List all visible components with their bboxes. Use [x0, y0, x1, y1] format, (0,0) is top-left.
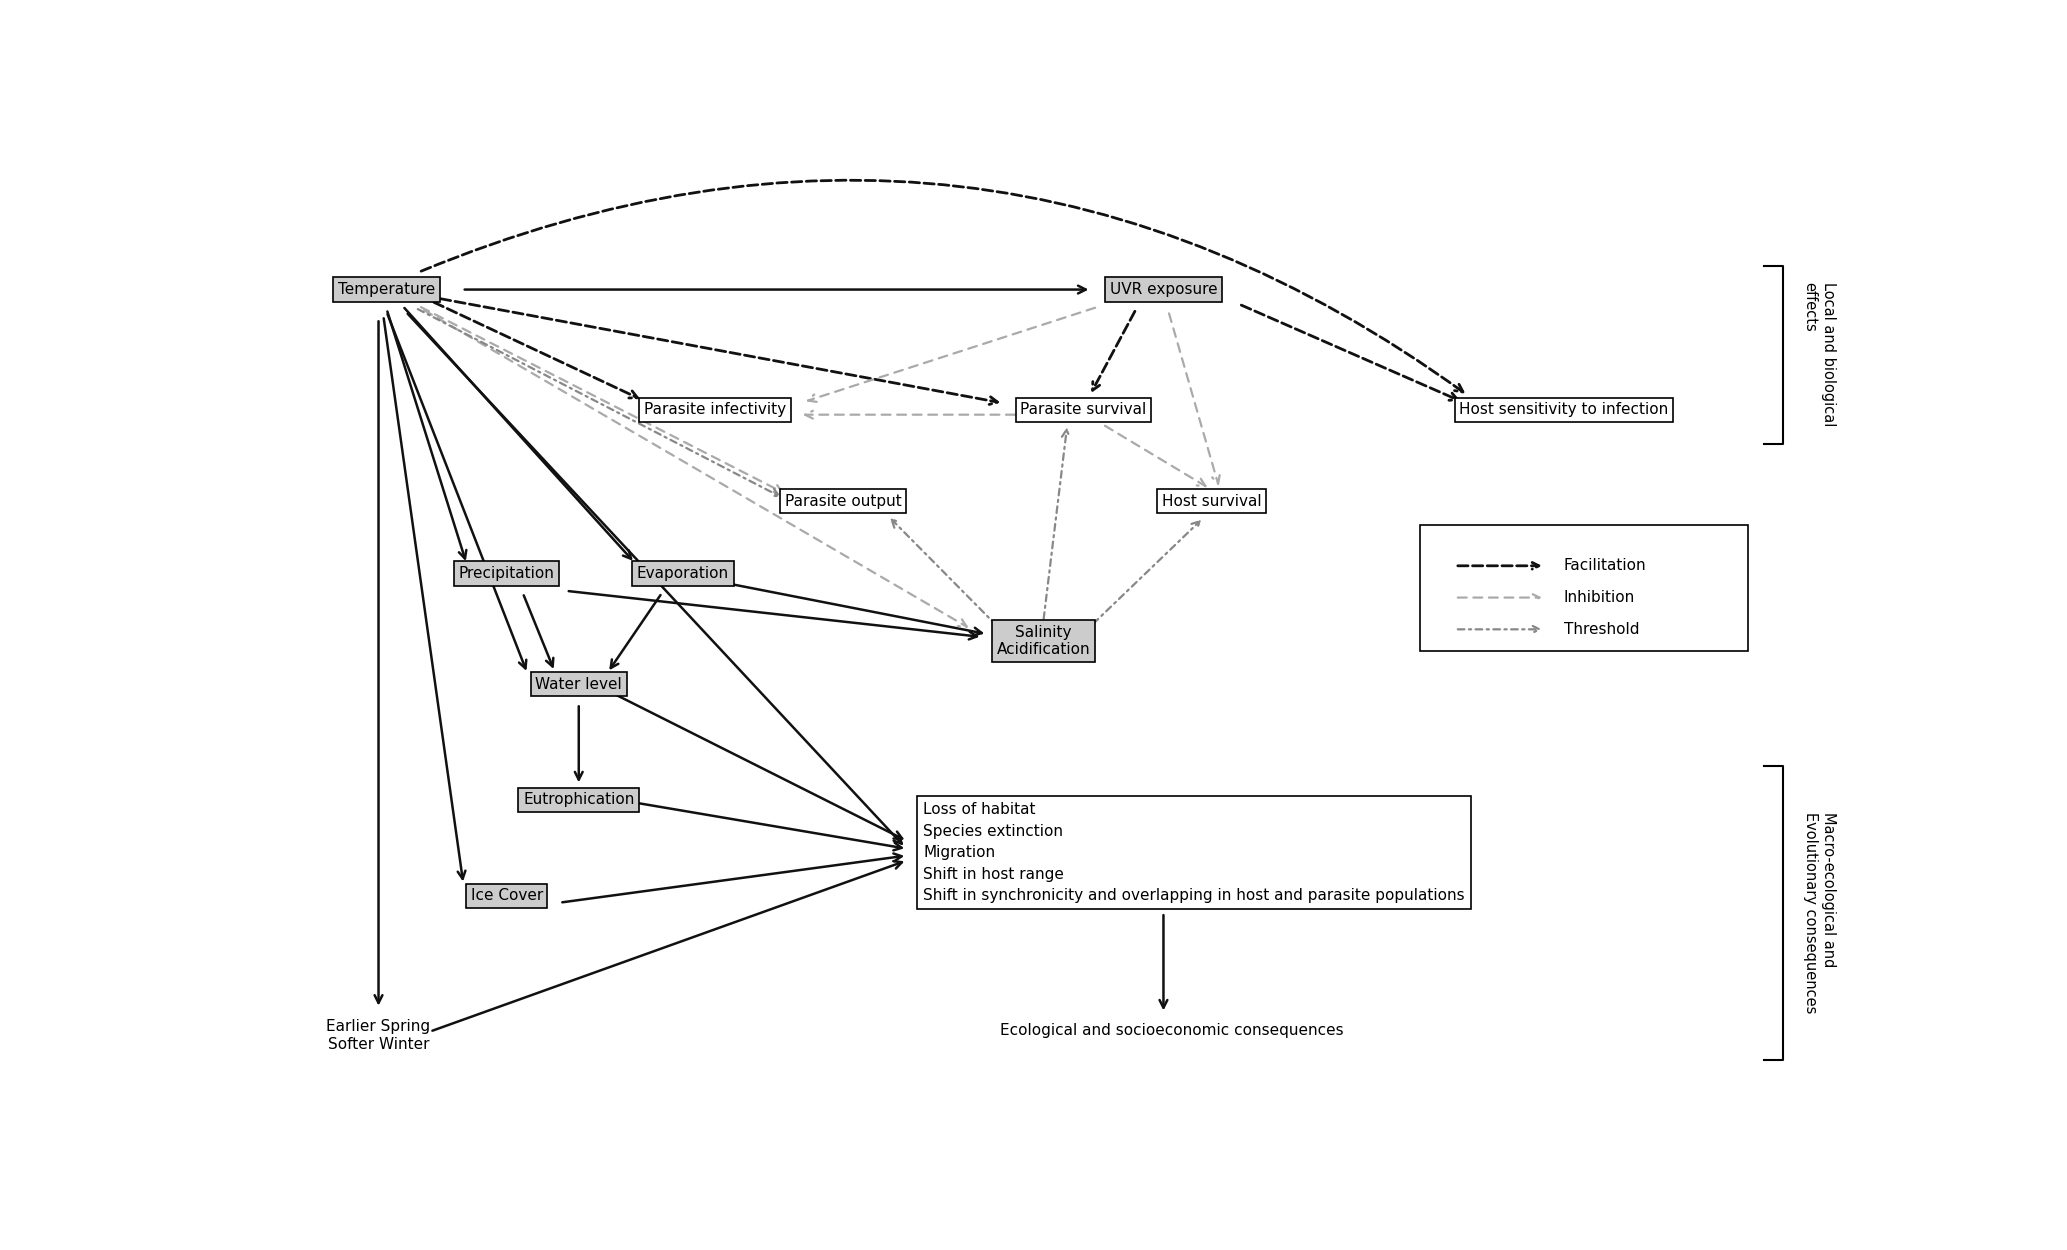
Text: UVR exposure: UVR exposure	[1110, 282, 1217, 298]
Text: Ecological and socioeconomic consequences: Ecological and socioeconomic consequence…	[1000, 1024, 1344, 1039]
Text: Eutrophication: Eutrophication	[523, 792, 635, 808]
Text: Parasite survival: Parasite survival	[1021, 402, 1147, 418]
Text: Host sensitivity to infection: Host sensitivity to infection	[1459, 402, 1668, 418]
Text: Facilitation: Facilitation	[1565, 559, 1647, 574]
Text: Inhibition: Inhibition	[1565, 590, 1635, 605]
Text: Macro-ecological and
Evolutionary consequences: Macro-ecological and Evolutionary conseq…	[1802, 812, 1835, 1014]
FancyBboxPatch shape	[1420, 525, 1749, 650]
Text: Parasite output: Parasite output	[785, 494, 901, 509]
Text: Salinity
Acidification: Salinity Acidification	[996, 625, 1089, 658]
Text: Loss of habitat
Species extinction
Migration
Shift in host range
Shift in synchr: Loss of habitat Species extinction Migra…	[924, 802, 1466, 904]
Text: Threshold: Threshold	[1565, 621, 1639, 636]
Text: Earlier Spring
Softer Winter: Earlier Spring Softer Winter	[327, 1019, 430, 1051]
Text: Host survival: Host survival	[1162, 494, 1261, 509]
Text: Evaporation: Evaporation	[637, 566, 730, 581]
Text: Temperature: Temperature	[337, 282, 436, 298]
Text: Precipitation: Precipitation	[459, 566, 554, 581]
Text: Local and biological
effects: Local and biological effects	[1802, 282, 1835, 426]
Text: Ice Cover: Ice Cover	[471, 889, 544, 904]
Text: Parasite infectivity: Parasite infectivity	[643, 402, 785, 418]
Text: Water level: Water level	[535, 676, 622, 691]
